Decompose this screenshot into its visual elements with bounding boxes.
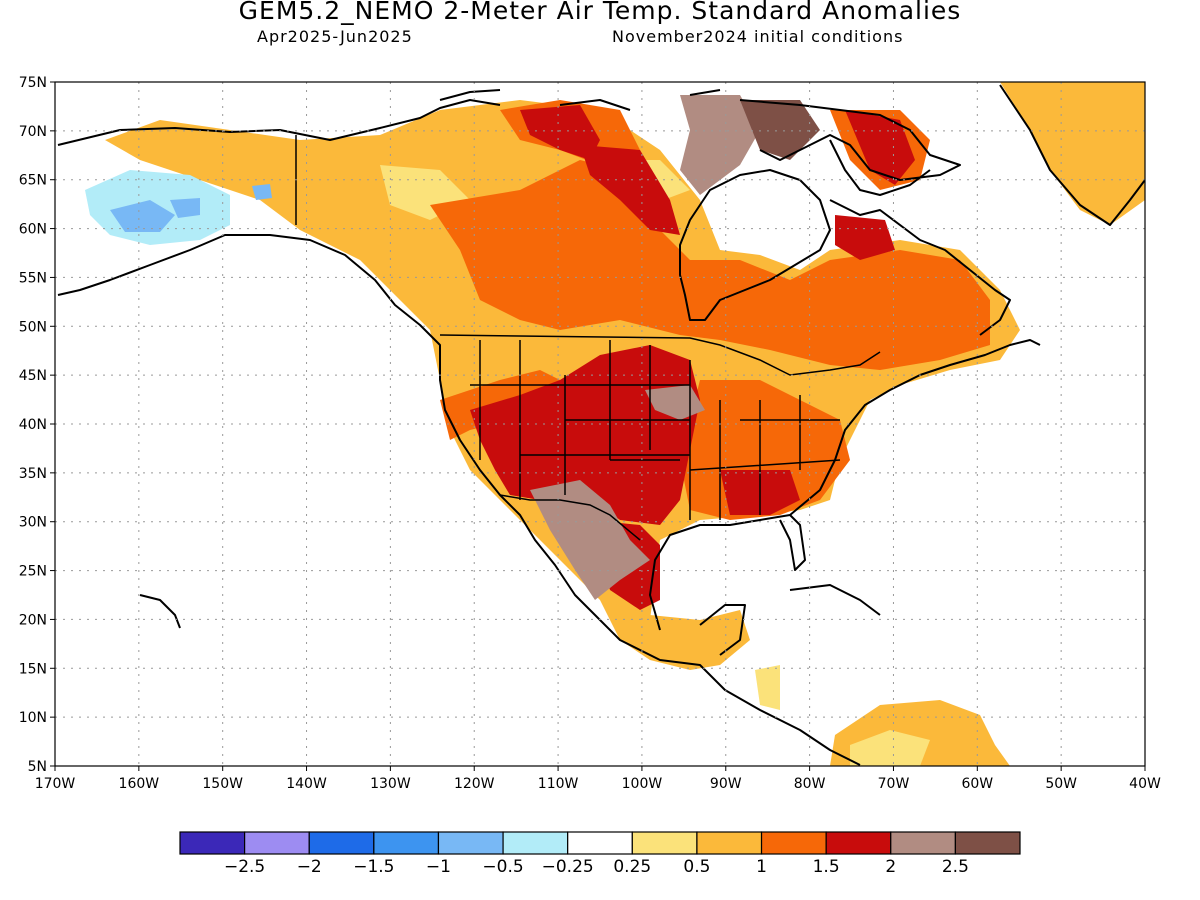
lat-label: 70N [19, 124, 47, 140]
colorbar-swatch [179, 831, 246, 855]
border-us-mexico [499, 494, 641, 541]
colorbar-tick-label: 2.5 [941, 857, 969, 877]
colorbar-swatch [760, 831, 827, 855]
colorbar-swatch [502, 831, 569, 855]
lat-label: 5N [28, 759, 47, 775]
lat-label: 60N [19, 222, 47, 238]
warm-region-red-north [520, 105, 600, 160]
chart-title: GEM5.2_NEMO 2-Meter Air Temp. Standard A… [238, 0, 962, 25]
lon-label: 160W [119, 776, 160, 792]
warm-region-red-hudson [580, 145, 680, 235]
lon-label: 100W [622, 776, 663, 792]
coast-hawaii [139, 594, 181, 629]
colorbar-swatch [373, 831, 440, 855]
colorbar-swatch [954, 831, 1021, 855]
coast-greenland [999, 84, 1145, 226]
lat-label: 25N [19, 564, 47, 580]
valid-period: Apr2025-Jun2025 [257, 27, 413, 46]
warm-region-yucatan [755, 665, 780, 710]
colorbar-tick-label: 0.25 [613, 857, 652, 877]
colorbar-tick-label: −0.5 [482, 857, 524, 877]
colorbar-swatch [696, 831, 763, 855]
colorbar-swatch [437, 831, 504, 855]
lat-label: 20N [19, 612, 47, 628]
colorbar-swatch [890, 831, 956, 855]
lon-label: 50W [1045, 776, 1077, 792]
anomaly-shading [85, 82, 1145, 766]
cold-region-alaska-blue2 [170, 198, 200, 218]
colorbar-tick-label: 2 [885, 857, 897, 877]
warm-region-canada-orange [430, 160, 990, 370]
lon-label: 110W [538, 776, 579, 792]
lon-label: 60W [961, 776, 993, 792]
warm-region-greenland [1000, 82, 1145, 225]
border-states [470, 340, 841, 520]
warm-region-brown-mexico [530, 480, 650, 600]
warm-region-south-america-yellow [850, 730, 930, 766]
colorbar-swatch [308, 831, 375, 855]
lon-label: 90W [710, 776, 742, 792]
cold-region-alaska-blue [110, 200, 175, 232]
colorbar-swatch [825, 831, 892, 855]
lat-label: 55N [19, 270, 47, 286]
lon-label: 70W [878, 776, 910, 792]
map-body [55, 82, 1145, 766]
coast-arctic-islands [439, 89, 961, 181]
warm-region-darkbrown-arctic [740, 100, 820, 160]
graticule [55, 82, 1145, 766]
coastlines [57, 84, 1145, 766]
coast-labrador [829, 199, 1011, 336]
coast-baffin [829, 139, 931, 196]
axis-ticks: 75N 70N 65N 60N 55N 50N 45N 40N 35N 30N 25N 20N 15N 1… [19, 75, 1161, 792]
colorbar-tick-label: −1.5 [353, 857, 395, 877]
cold-region-yukon [252, 184, 272, 200]
lat-label: 15N [19, 661, 47, 677]
warm-region-red-quebec [835, 215, 895, 260]
colorbar-tick-label: −0.25 [541, 857, 594, 877]
warm-region-red-core [470, 345, 700, 525]
lat-label: 45N [19, 368, 47, 384]
coast-gulf-mexico [649, 514, 806, 631]
lat-label: 65N [19, 173, 47, 189]
warm-region-southeast-orange [680, 380, 850, 520]
lat-label: 10N [19, 710, 47, 726]
colorbar-tick-label: −2 [296, 857, 322, 877]
lon-label: 80W [794, 776, 826, 792]
lat-label: 35N [19, 466, 47, 482]
lon-label: 120W [454, 776, 495, 792]
lon-label: 170W [35, 776, 76, 792]
lat-label: 75N [19, 75, 47, 91]
warm-region-central-america [600, 600, 750, 670]
warm-region-brown-arctic [680, 95, 760, 195]
colorbar-tick-label: 1.5 [812, 857, 840, 877]
lon-label: 140W [286, 776, 327, 792]
lat-label: 40N [19, 417, 47, 433]
coast-yucatan [699, 604, 746, 656]
border-us-canada [439, 334, 881, 376]
coast-east [789, 339, 1041, 516]
colorbar-tick-label: −1 [425, 857, 451, 877]
lon-label: 40W [1129, 776, 1161, 792]
initial-conditions: November2024 initial conditions [612, 27, 904, 46]
lat-label: 30N [19, 515, 47, 531]
colorbar-swatch [631, 831, 698, 855]
warm-region-red-baffin [845, 110, 915, 185]
colorbar-tick-label: −2.5 [223, 857, 266, 877]
colorbar-swatch [244, 831, 310, 855]
lat-label: 50N [19, 319, 47, 335]
colorbar-swatch [567, 831, 633, 855]
lon-label: 150W [202, 776, 243, 792]
colorbar-tick-label: 0.5 [683, 857, 711, 877]
colorbar-tick-label: 1 [756, 857, 767, 877]
lon-label: 130W [370, 776, 411, 792]
coast-north-america-west [57, 99, 861, 766]
coast-hudson-bay [679, 169, 831, 321]
colorbar [179, 831, 1021, 855]
